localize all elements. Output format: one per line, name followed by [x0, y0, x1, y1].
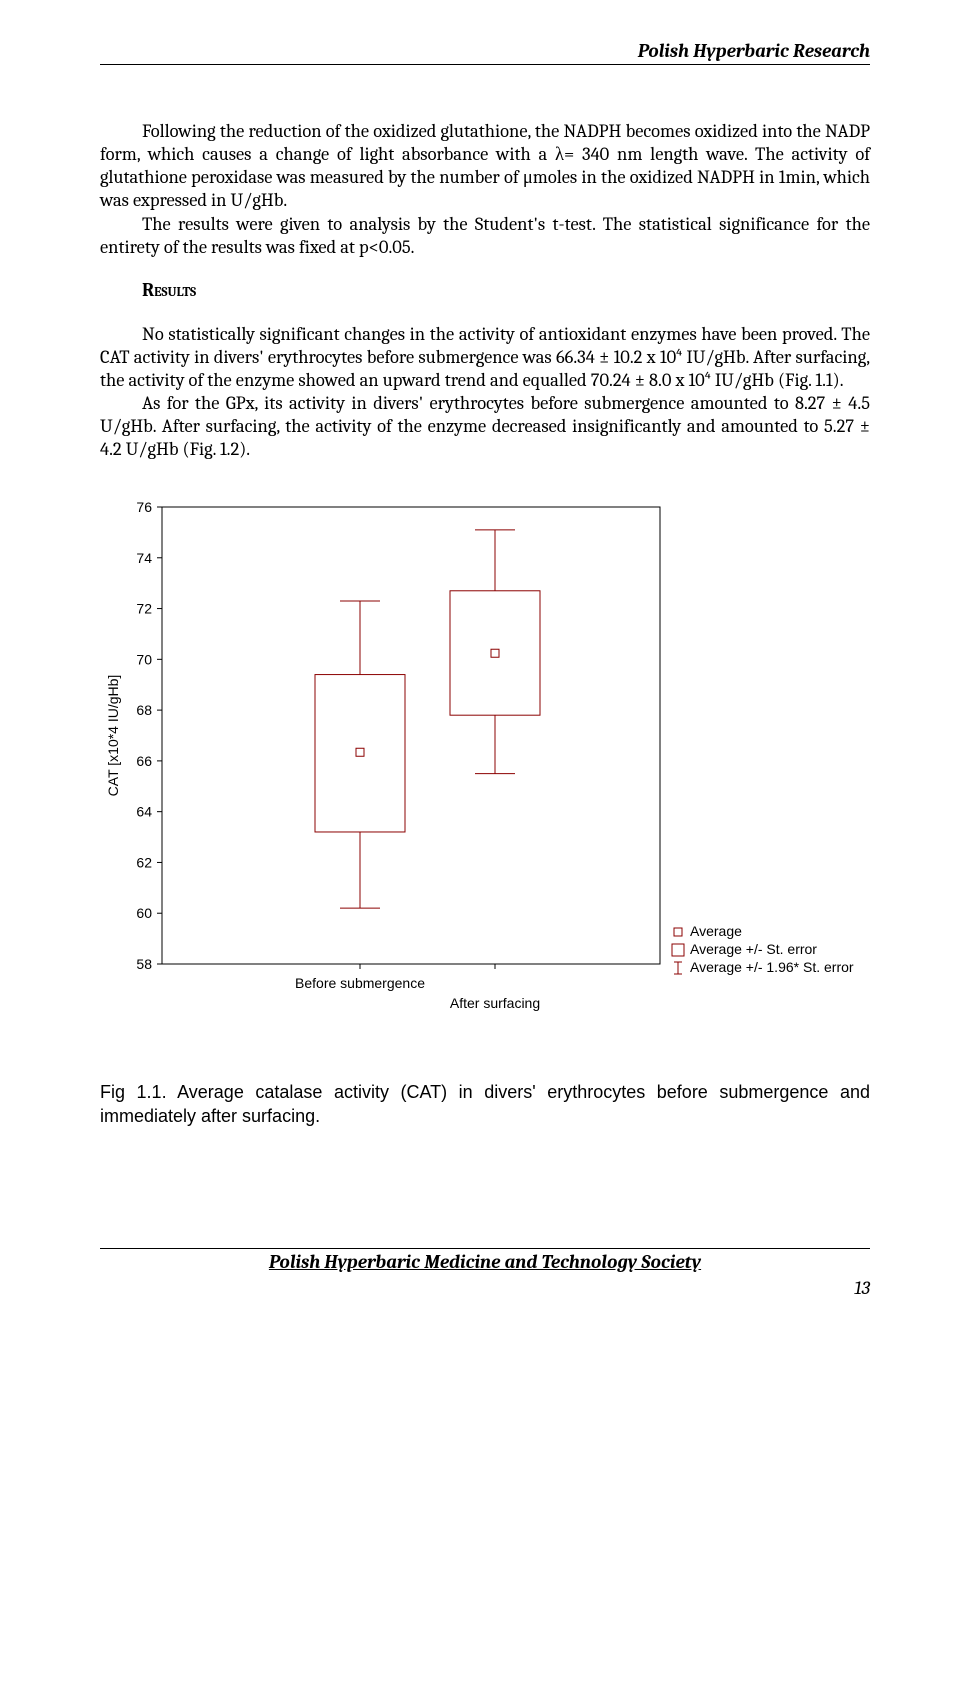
- svg-text:CAT [x10*4 IU/gHb]: CAT [x10*4 IU/gHb]: [105, 675, 121, 797]
- footer-society: Polish Hyperbaric Medicine and Technolog…: [100, 1249, 870, 1273]
- section-head-results: Results: [142, 279, 870, 303]
- svg-text:74: 74: [136, 550, 152, 566]
- body-text-block: Following the reduction of the oxidized …: [100, 120, 870, 461]
- svg-text:58: 58: [136, 956, 152, 972]
- svg-text:72: 72: [136, 601, 152, 617]
- svg-text:Average: Average: [690, 923, 742, 939]
- page-number: 13: [100, 1277, 870, 1299]
- svg-text:68: 68: [136, 702, 152, 718]
- figure-caption: Fig 1.1. Average catalase activity (CAT)…: [100, 1081, 870, 1128]
- figure-1-1: 58 60 62 64 66 68 70 72 74 76 CAT [x10*4 IU/gHb] Be…: [100, 489, 870, 1053]
- paragraph-2: The results were given to analysis by th…: [100, 213, 870, 259]
- svg-text:62: 62: [136, 855, 152, 871]
- svg-text:Before submergence: Before submergence: [295, 975, 425, 991]
- svg-text:After surfacing: After surfacing: [450, 995, 540, 1011]
- paragraph-3: No statistically significant changes in …: [100, 323, 870, 392]
- svg-text:66: 66: [136, 753, 152, 769]
- paragraph-4: As for the GPx, its activity in divers' …: [100, 392, 870, 461]
- svg-text:64: 64: [136, 804, 152, 820]
- svg-text:Average +/- 1.96* St. error: Average +/- 1.96* St. error: [690, 959, 854, 975]
- svg-text:60: 60: [136, 905, 152, 921]
- svg-text:Average +/- St. error: Average +/- St. error: [690, 941, 817, 957]
- boxplot-chart: 58 60 62 64 66 68 70 72 74 76 CAT [x10*4 IU/gHb] Be…: [100, 489, 870, 1049]
- paragraph-1: Following the reduction of the oxidized …: [100, 120, 870, 213]
- running-head: Polish Hyperbaric Research: [100, 40, 870, 65]
- svg-text:70: 70: [136, 652, 152, 668]
- svg-text:76: 76: [136, 499, 152, 515]
